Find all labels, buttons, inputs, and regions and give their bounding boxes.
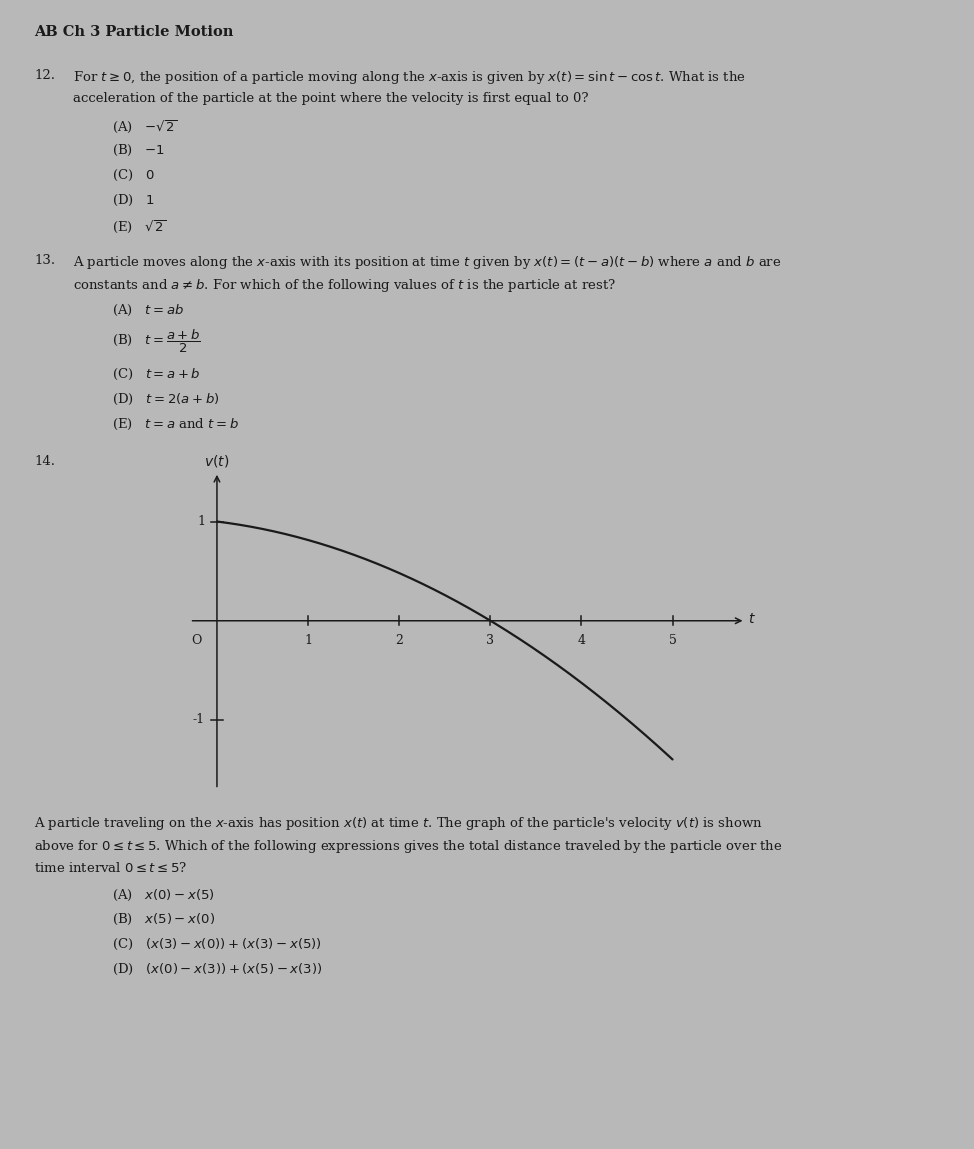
- Text: 5: 5: [668, 633, 677, 647]
- Text: (D)   $1$: (D) $1$: [112, 193, 155, 208]
- Text: 3: 3: [486, 633, 494, 647]
- Text: A particle moves along the $x$-axis with its position at time $t$ given by $x(t): A particle moves along the $x$-axis with…: [73, 254, 781, 271]
- Text: (B)   $x(5) - x(0)$: (B) $x(5) - x(0)$: [112, 912, 215, 927]
- Text: (A)   $x(0) - x(5)$: (A) $x(0) - x(5)$: [112, 887, 215, 903]
- Text: For $t \geq 0$, the position of a particle moving along the $x$-axis is given by: For $t \geq 0$, the position of a partic…: [73, 69, 746, 86]
- Text: acceleration of the particle at the point where the velocity is first equal to 0: acceleration of the particle at the poin…: [73, 92, 588, 105]
- Text: O: O: [192, 633, 202, 647]
- Text: (A)   $-\sqrt{2}$: (A) $-\sqrt{2}$: [112, 118, 178, 136]
- Text: (C)   $0$: (C) $0$: [112, 168, 155, 183]
- Text: (E)   $\sqrt{2}$: (E) $\sqrt{2}$: [112, 217, 167, 234]
- Text: time interval $0 \leq t \leq 5$?: time interval $0 \leq t \leq 5$?: [34, 861, 187, 876]
- Text: 13.: 13.: [34, 254, 56, 267]
- Text: A particle traveling on the $x$-axis has position $x(t)$ at time $t$. The graph : A particle traveling on the $x$-axis has…: [34, 815, 763, 832]
- Text: constants and $a \neq b$. For which of the following values of $t$ is the partic: constants and $a \neq b$. For which of t…: [73, 277, 617, 294]
- Text: 14.: 14.: [34, 455, 56, 469]
- Text: (E)   $t = a$ and $t = b$: (E) $t = a$ and $t = b$: [112, 417, 239, 432]
- Text: 1: 1: [197, 515, 206, 529]
- Text: (C)   $t = a + b$: (C) $t = a + b$: [112, 368, 201, 383]
- Text: 1: 1: [304, 633, 312, 647]
- Text: (B)   $-1$: (B) $-1$: [112, 144, 165, 159]
- Text: 4: 4: [578, 633, 585, 647]
- Text: $t$: $t$: [748, 611, 756, 626]
- Text: (D)   $(x(0) - x(3)) + (x(5) - x(3))$: (D) $(x(0) - x(3)) + (x(5) - x(3))$: [112, 962, 322, 977]
- Text: 12.: 12.: [34, 69, 56, 82]
- Text: above for $0 \leq t \leq 5$. Which of the following expressions gives the total : above for $0 \leq t \leq 5$. Which of th…: [34, 838, 783, 855]
- Text: (A)   $t = ab$: (A) $t = ab$: [112, 303, 184, 318]
- Text: (C)   $(x(3) - x(0)) + (x(3) - x(5))$: (C) $(x(3) - x(0)) + (x(3) - x(5))$: [112, 938, 321, 953]
- Text: (B)   $t = \dfrac{a+b}{2}$: (B) $t = \dfrac{a+b}{2}$: [112, 329, 201, 355]
- Text: 2: 2: [395, 633, 403, 647]
- Text: -1: -1: [193, 714, 206, 726]
- Text: $v(t)$: $v(t)$: [205, 453, 230, 469]
- Text: AB Ch 3 Particle Motion: AB Ch 3 Particle Motion: [34, 25, 234, 39]
- Text: (D)   $t = 2(a+b)$: (D) $t = 2(a+b)$: [112, 392, 219, 407]
